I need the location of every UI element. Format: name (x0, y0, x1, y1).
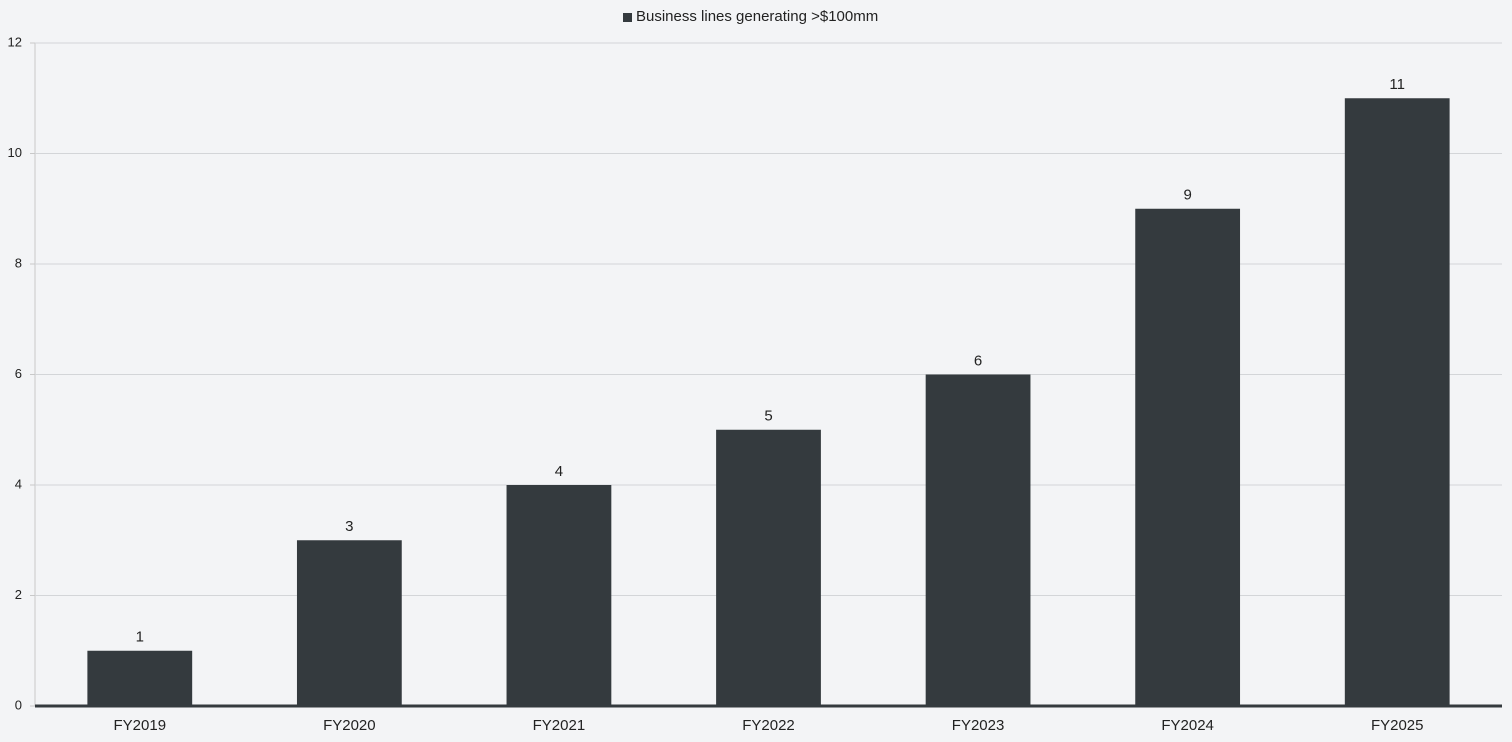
data-label: 3 (345, 518, 353, 535)
y-tick-label: 2 (15, 587, 22, 602)
data-label: 6 (974, 352, 982, 369)
data-label: 11 (1389, 76, 1405, 93)
legend-label: Business lines generating >$100mm (636, 8, 878, 25)
bar (716, 429, 821, 706)
x-tick-label: FY2023 (952, 717, 1005, 734)
y-tick-label: 10 (8, 145, 22, 160)
data-label: 9 (1183, 187, 1191, 204)
data-label: 4 (555, 463, 563, 480)
x-tick-label: FY2022 (742, 717, 795, 734)
bar (925, 374, 1031, 706)
bar (506, 485, 612, 706)
bar (87, 650, 193, 706)
y-tick-label: 0 (15, 697, 22, 712)
y-tick-label: 12 (8, 34, 22, 49)
y-tick-label: 8 (15, 255, 22, 270)
x-tick-label: FY2020 (323, 717, 376, 734)
y-tick-label: 6 (15, 366, 22, 381)
x-tick-label: FY2024 (1161, 717, 1214, 734)
data-label: 5 (764, 408, 772, 425)
bar (1344, 98, 1450, 706)
bar (296, 540, 402, 706)
x-tick-label: FY2019 (114, 717, 167, 734)
bar (1135, 208, 1241, 706)
x-tick-label: FY2025 (1371, 717, 1424, 734)
legend-swatch (623, 13, 632, 22)
x-tick-label: FY2021 (533, 717, 586, 734)
y-tick-label: 4 (15, 476, 22, 491)
data-label: 1 (136, 629, 144, 646)
